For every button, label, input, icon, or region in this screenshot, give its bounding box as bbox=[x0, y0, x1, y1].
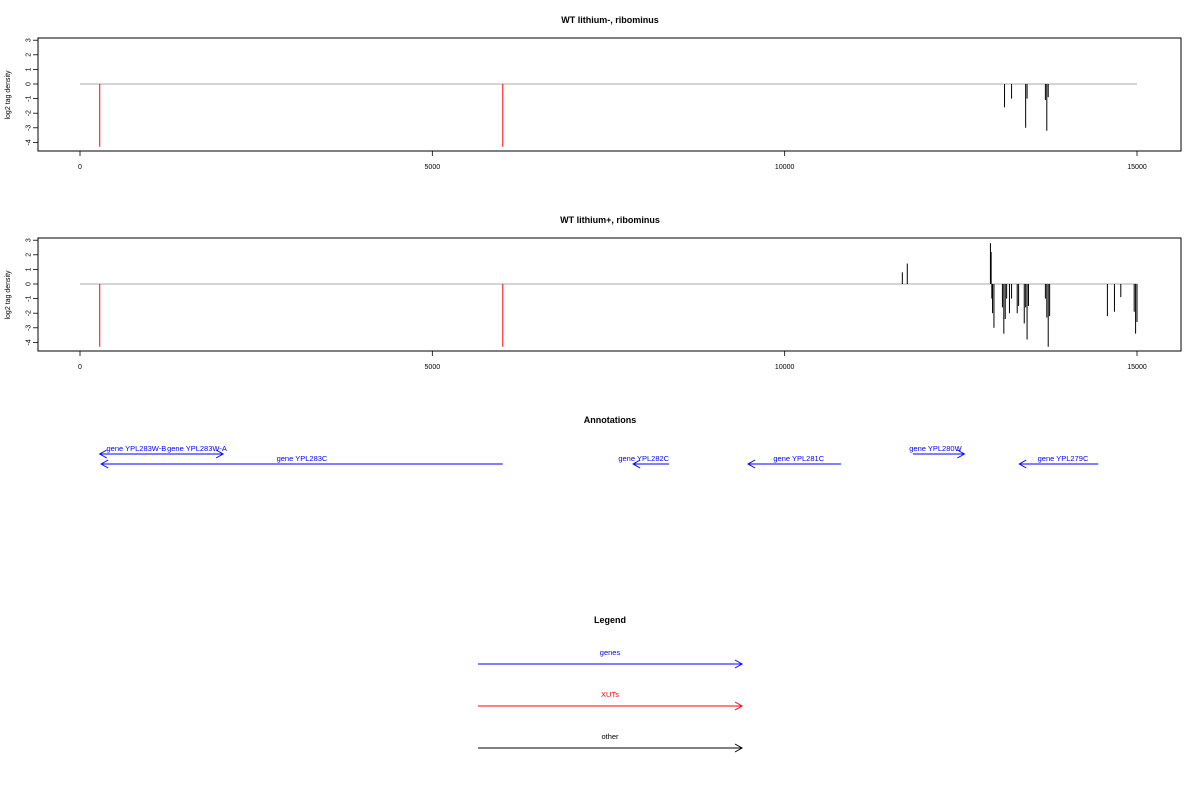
legend-arrow-head bbox=[734, 659, 744, 669]
gene-arrow: gene YPL283C bbox=[100, 454, 503, 469]
legend-label: genes bbox=[600, 648, 621, 657]
panel-2-ytick-label: 0 bbox=[26, 282, 33, 286]
gene-label: gene YPL283W-A bbox=[167, 444, 227, 453]
panel-2-ytick-label: 3 bbox=[26, 238, 33, 242]
panel-1-title: WT lithium-, ribominus bbox=[561, 15, 659, 25]
panel-2-frame bbox=[37, 237, 1182, 352]
panel-1-xtick-label: 5000 bbox=[425, 164, 441, 171]
panel-2-ylabel: log2 tag density bbox=[5, 270, 12, 320]
annotations-panel: Annotations gene YPL283W-B gene YPL283W-A… bbox=[98, 415, 1099, 469]
annotations-title: Annotations bbox=[584, 415, 637, 425]
legend-item-other: other bbox=[478, 732, 744, 753]
panel-1-ytick-label: -3 bbox=[26, 125, 33, 131]
gene-arrow: gene YPL283W-B bbox=[98, 444, 166, 459]
gene-label: gene YPL281C bbox=[773, 454, 824, 463]
legend-title: Legend bbox=[594, 615, 626, 625]
panel-1-plot-area bbox=[80, 83, 1137, 147]
gene-track: gene YPL283W-B gene YPL283W-A gene YPL283C… bbox=[98, 444, 1099, 469]
gene-label: gene YPL280W bbox=[909, 444, 962, 453]
gene-arrow-head bbox=[100, 459, 109, 469]
gene-arrow-head bbox=[632, 459, 641, 469]
panel-2-xtick-label: 0 bbox=[78, 364, 82, 371]
panel-1-xaxis: 0 5000 10000 15000 bbox=[78, 151, 1147, 171]
gene-arrow: gene YPL283W-A bbox=[161, 444, 227, 459]
panel-1-xtick-label: 15000 bbox=[1127, 164, 1147, 171]
legend-item-genes: genes bbox=[478, 648, 744, 669]
panel-2-ytick-label: -1 bbox=[26, 295, 33, 301]
gene-arrow-head bbox=[215, 449, 225, 459]
panel-2-xtick-label: 5000 bbox=[425, 364, 441, 371]
panel-2-xtick-label: 15000 bbox=[1127, 364, 1147, 371]
gene-label: gene YPL283C bbox=[277, 454, 328, 463]
gene-arrow-head bbox=[957, 449, 966, 459]
panel-2-xaxis: 0 5000 10000 15000 bbox=[78, 351, 1147, 371]
panel-1-frame bbox=[37, 37, 1182, 152]
panel-1-ytick-label: -1 bbox=[26, 95, 33, 101]
panel-1-ytick-label: -2 bbox=[26, 110, 33, 116]
gene-arrow-head bbox=[1018, 459, 1027, 469]
panel-2-yaxis: 3 2 1 0 -1 -2 -3 -4 bbox=[26, 238, 38, 346]
legend-arrow-head bbox=[734, 701, 744, 711]
gene-arrow: gene YPL280W bbox=[909, 444, 966, 459]
panel-2-ytick-label: 2 bbox=[26, 253, 33, 257]
panel-1-yaxis: 3 2 1 0 -1 -2 -3 -4 bbox=[26, 38, 38, 146]
legend-panel: Legend genes XUTs other bbox=[478, 615, 744, 753]
legend-label: other bbox=[601, 732, 619, 741]
panel-2-ytick-label: 1 bbox=[26, 267, 33, 271]
panel-1-xtick-label: 0 bbox=[78, 164, 82, 171]
panel-2-plot-area bbox=[80, 243, 1138, 347]
gene-arrow: gene YPL282C bbox=[618, 454, 670, 469]
panel-1-ytick-label: 0 bbox=[26, 82, 33, 86]
panel-1-ytick-label: 2 bbox=[26, 53, 33, 57]
panel-2: WT lithium+, ribominus log2 tag density … bbox=[5, 215, 1182, 371]
legend-arrow-head bbox=[734, 743, 744, 753]
panel-1-ylabel: log2 tag density bbox=[5, 70, 12, 120]
gene-arrow-head bbox=[98, 449, 107, 459]
legend-items: genes XUTs other bbox=[478, 648, 744, 753]
panel-1-ytick-label: 1 bbox=[26, 67, 33, 71]
gene-arrow: gene YPL281C bbox=[747, 454, 842, 469]
legend-item-xuts: XUTs bbox=[478, 690, 744, 711]
gene-arrow: gene YPL279C bbox=[1018, 454, 1099, 469]
panel-1-ytick-label: -4 bbox=[26, 139, 33, 145]
panel-2-ytick-label: -4 bbox=[26, 339, 33, 345]
legend-label: XUTs bbox=[601, 690, 619, 699]
panel-1: WT lithium-, ribominus log2 tag density … bbox=[5, 15, 1182, 171]
gene-label: gene YPL279C bbox=[1038, 454, 1089, 463]
panel-2-ytick-label: -2 bbox=[26, 310, 33, 316]
panel-1-xtick-label: 10000 bbox=[775, 164, 795, 171]
panel-2-ytick-label: -3 bbox=[26, 325, 33, 331]
gene-label: gene YPL282C bbox=[618, 454, 669, 463]
gene-label: gene YPL283W-B bbox=[106, 444, 166, 453]
panel-1-ytick-label: 3 bbox=[26, 38, 33, 42]
gene-arrow-head bbox=[747, 459, 756, 469]
panel-2-title: WT lithium+, ribominus bbox=[560, 215, 660, 225]
panel-2-xtick-label: 10000 bbox=[775, 364, 795, 371]
